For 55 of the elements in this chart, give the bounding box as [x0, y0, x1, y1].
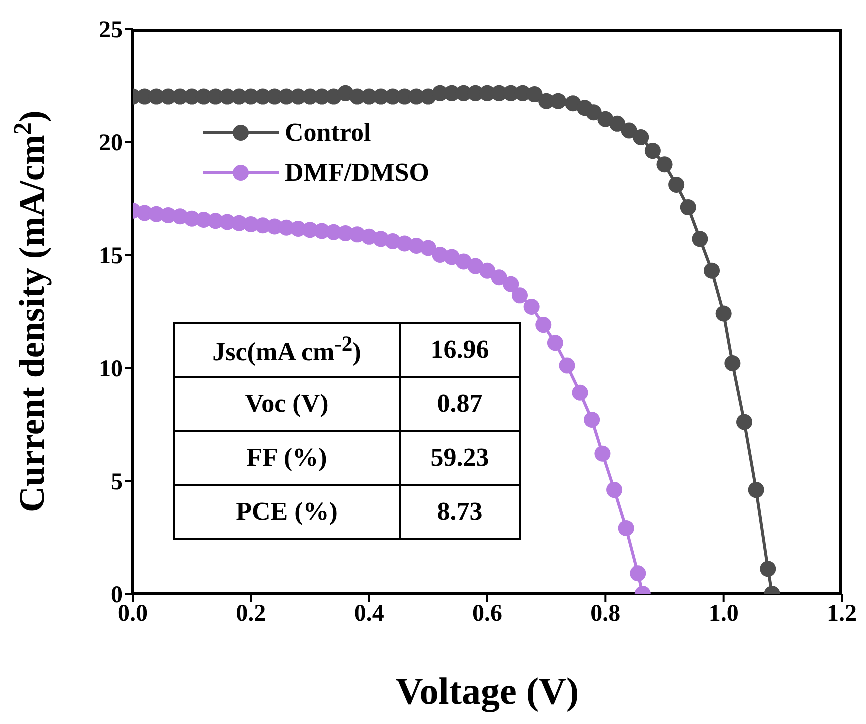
x-tick-label: 0.0 — [118, 601, 148, 628]
point — [748, 482, 764, 498]
y-tick-label: 10 — [99, 356, 123, 383]
legend-label: DMF/DMSO — [285, 158, 430, 188]
annotation: FF (%) — [174, 431, 400, 485]
point — [524, 298, 540, 315]
annotation: Voc (V) — [174, 377, 400, 431]
point — [606, 482, 623, 498]
point — [526, 86, 543, 103]
x-axis-title: Voltage (V) — [396, 671, 580, 713]
x-tick-label: 1.0 — [708, 601, 739, 628]
point — [586, 104, 602, 121]
point — [550, 93, 566, 110]
point — [724, 355, 741, 372]
y-tick-label: 15 — [99, 244, 123, 270]
x-tick-label: 0.8 — [590, 601, 621, 628]
point — [633, 129, 650, 146]
point — [547, 335, 564, 352]
point — [609, 116, 626, 132]
point — [559, 358, 576, 374]
point — [584, 412, 600, 428]
point — [668, 176, 685, 193]
point — [503, 276, 520, 292]
x-tick-label: 0.4 — [354, 601, 384, 628]
point — [420, 240, 436, 256]
x-tick-label: 0.2 — [236, 601, 266, 628]
point — [760, 561, 776, 578]
x-tick-label: 0.6 — [472, 601, 502, 628]
point — [480, 262, 496, 279]
point — [680, 200, 696, 216]
point — [630, 566, 646, 582]
point — [716, 306, 732, 322]
annotation: 16.96 — [400, 323, 520, 377]
point — [491, 270, 508, 286]
point — [618, 520, 634, 536]
point — [594, 446, 611, 462]
point — [736, 414, 753, 430]
x-tick-label: 1.2 — [827, 601, 857, 628]
point — [536, 317, 552, 334]
y-tick-label: 20 — [99, 130, 123, 157]
point — [692, 231, 708, 248]
y-tick-label: 25 — [99, 18, 123, 44]
annotation: 59.23 — [400, 431, 520, 485]
point — [512, 288, 528, 304]
point — [644, 143, 661, 160]
annotation: Jsc(mA cm$^{-2}$) — [174, 323, 400, 377]
point — [656, 156, 673, 173]
legend-label: Control — [285, 118, 372, 148]
point — [621, 122, 638, 139]
point — [572, 384, 588, 401]
y-tick-label: 5 — [111, 470, 123, 496]
point — [704, 262, 720, 279]
annotation: 8.73 — [400, 485, 520, 539]
annotation: PCE (%) — [174, 485, 400, 539]
annotation: 0.87 — [400, 377, 520, 431]
